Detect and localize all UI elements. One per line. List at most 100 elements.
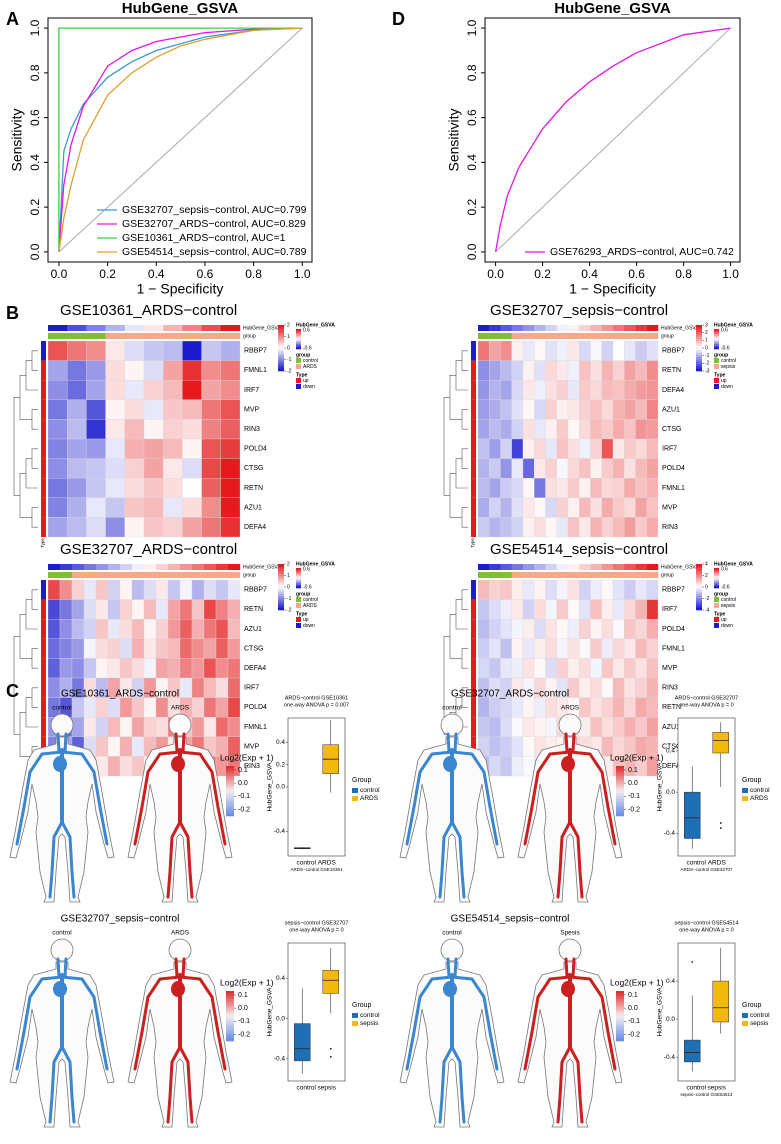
body-head — [168, 938, 192, 962]
heatmap-cell — [489, 517, 501, 538]
legend-label: down — [303, 623, 315, 629]
heatmap-cell — [477, 658, 490, 679]
legend-label: sepsis — [721, 364, 736, 370]
heatmap-cell — [203, 697, 217, 718]
scale-tick-label: 0 — [287, 345, 290, 351]
heatmap-cell — [500, 340, 512, 361]
heatmap-cell — [612, 380, 625, 400]
heatmap-cell — [522, 697, 535, 718]
scale-bar — [278, 368, 284, 372]
x-tick-label: 0.8 — [245, 267, 262, 281]
body-head — [440, 713, 464, 737]
heatmap-cell — [155, 579, 169, 600]
colorbar — [616, 776, 624, 779]
colorbar — [226, 788, 234, 792]
gsva-scale — [714, 332, 719, 335]
y-axis-label: HubGene_GSVA — [657, 762, 664, 812]
heatmap-cell — [47, 478, 68, 498]
gsva-annotation — [601, 325, 614, 331]
heatmap-cell — [534, 458, 546, 479]
heatmap-cell — [107, 658, 121, 679]
heatmap-cell — [500, 517, 512, 538]
type-annotation — [471, 638, 476, 659]
vessel — [174, 732, 179, 754]
heatmap-cell — [203, 619, 217, 639]
vessel — [564, 957, 569, 979]
heatmap-cell — [191, 677, 205, 698]
heatmap-cell — [107, 717, 121, 737]
heatmap-cell — [86, 438, 106, 459]
heatmap-cell — [556, 599, 569, 620]
scale-tick-label: 2 — [705, 330, 708, 336]
heatmap-cell — [220, 360, 241, 381]
heatmap-cell — [47, 619, 61, 639]
heatmap-cell — [182, 340, 202, 361]
vessel — [56, 732, 61, 754]
colorbar — [226, 806, 234, 809]
heatmap-cell — [179, 579, 193, 600]
type-annotation — [471, 419, 476, 439]
heatmap-cell — [624, 599, 636, 620]
vessel — [446, 957, 451, 979]
heatmap-cell — [489, 619, 501, 639]
dendrogram — [31, 350, 38, 371]
heatmap-cell — [131, 579, 145, 600]
heatmap-cell — [534, 658, 546, 679]
legend-swatch — [714, 364, 719, 369]
scale-bar — [278, 570, 284, 574]
heatmap-cell — [477, 497, 490, 518]
heatmap-cell — [155, 599, 169, 620]
heatmap-cell — [477, 458, 490, 479]
chart-title: HubGene_GSVA — [554, 0, 671, 17]
colorbar — [616, 1033, 624, 1037]
scale-bar — [696, 350, 702, 353]
colorbar — [616, 796, 624, 799]
legend-swatch — [296, 617, 301, 622]
heatmap-cell — [567, 380, 580, 400]
body-label: Spesis — [560, 930, 580, 937]
group-annotation — [67, 333, 87, 339]
x-tick-label: 1.0 — [294, 267, 311, 281]
row-label: RBBP7 — [662, 587, 685, 594]
heatmap-cell — [590, 677, 602, 698]
scale-bar — [696, 334, 702, 337]
gsva-scale — [296, 569, 301, 572]
scale-bar — [278, 575, 284, 579]
gsva-annotation — [579, 325, 591, 331]
vessel — [15, 975, 64, 1071]
colorbar — [616, 766, 624, 769]
gsva-annotation — [489, 564, 501, 570]
heatmap-cell — [143, 638, 157, 659]
legend-label: control — [303, 597, 318, 603]
heatmap-cell — [567, 478, 580, 498]
row-label: POLD4 — [662, 626, 685, 633]
heatmap-cell — [124, 458, 145, 479]
heatmap-cell — [579, 619, 591, 639]
heatmap-cell — [646, 517, 659, 538]
vessel — [178, 750, 227, 846]
heatmap-cell — [203, 677, 217, 698]
gsva-scale — [296, 347, 301, 350]
heatmap-cell — [612, 458, 625, 479]
group-annotation — [168, 572, 181, 578]
heatmap-cell — [227, 638, 241, 659]
heatmap-cell — [477, 517, 490, 538]
heatmap-cell — [124, 517, 145, 538]
legend-label: control — [721, 597, 736, 603]
heatmap-cell — [534, 638, 546, 659]
dendrogram — [461, 409, 468, 430]
x-tick-label: control — [686, 860, 706, 867]
heatmap-cell — [601, 579, 614, 600]
colorbar-tick-label: 0.0 — [238, 1005, 248, 1012]
scale-bar — [278, 325, 284, 328]
box — [322, 969, 339, 994]
gsva-scale — [714, 578, 719, 580]
gsva-tick-label: 0.6 — [303, 566, 310, 572]
body-head — [168, 713, 192, 737]
heatmap-cell — [601, 380, 614, 400]
colorbar — [616, 801, 624, 804]
colorbar — [226, 813, 234, 817]
row-label: CTSG — [662, 743, 681, 750]
row-label: CTSG — [244, 645, 263, 652]
legend-label: down — [303, 384, 315, 390]
